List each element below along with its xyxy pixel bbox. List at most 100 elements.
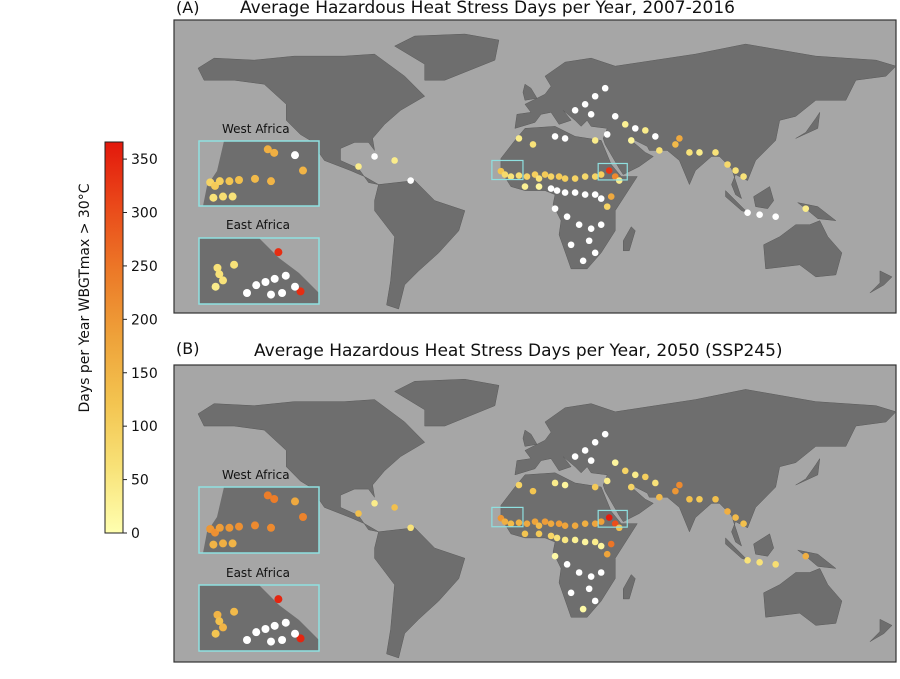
site-point [535,530,543,538]
site-point [603,203,611,210]
site-point [535,183,543,190]
inset-site-point [235,522,243,531]
site-point [676,135,683,142]
inset-site-point [281,618,290,627]
site-point [515,172,523,179]
colorbar-tick-label: 350 [131,152,158,168]
site-point [712,149,719,156]
landmass-mg [622,226,636,252]
site-point [541,518,549,525]
inset-site-point [211,282,220,291]
inset-site-point [243,636,251,644]
site-point [521,530,529,538]
site-point [355,163,362,170]
landmass-na [197,399,426,533]
site-point [391,504,398,511]
inset-site-point [291,282,299,291]
colorbar-label: Days per Year WBGTmax > 30°C [77,183,93,413]
site-point [581,538,589,546]
site-point [563,213,571,220]
site-point [371,500,378,507]
site-point [615,177,623,184]
colorbar-tick-label: 300 [131,206,158,222]
site-point [605,167,613,174]
inset-east-africa [198,237,320,305]
inset-site-point [225,177,234,186]
site-point [712,495,719,503]
landmass-eu [514,389,897,547]
site-point [611,173,619,180]
site-point [407,524,414,532]
site-point [547,173,555,180]
site-point [591,191,599,198]
site-point [581,191,589,198]
inset-site-point [209,540,218,549]
inset-site-point [213,610,222,619]
inset-site-point [281,271,290,280]
site-point [575,569,583,576]
inset-border [198,140,320,207]
site-point [407,177,414,184]
site-point [631,471,639,479]
site-point [561,522,569,530]
inset-site-point [291,497,299,506]
landmass-af [500,126,638,270]
map-panel-b [173,364,897,663]
site-point [672,141,679,148]
site-point [642,127,649,134]
inset-west-africa [198,486,320,554]
site-point [551,552,559,560]
site-point [529,487,537,495]
inset-a-east-title: East Africa [226,218,290,232]
site-point [597,171,605,178]
site-point [535,522,543,530]
inset-site-point [299,166,307,175]
site-point [553,534,561,542]
site-point [561,536,569,544]
site-point [591,520,599,527]
inset-site-point [251,521,259,530]
landmass-su [725,189,748,213]
site-point [686,495,693,503]
site-point [696,495,703,503]
inset-site-point [296,634,305,643]
site-point [587,573,595,580]
site-point [547,532,555,540]
colorbar-tick-label: 100 [131,419,158,435]
site-point [652,133,659,140]
site-point [591,483,599,491]
site-point [531,171,539,178]
inset-b-east-title: East Africa [226,566,290,580]
colorbar-tick-label: 250 [131,259,158,275]
site-point [561,189,569,196]
inset-site-point [299,513,307,521]
inset-locator-west [491,159,524,181]
site-point [611,520,619,527]
site-point [501,518,509,525]
site-point [581,447,589,454]
inset-site-point [230,607,239,616]
site-point [553,187,561,194]
inset-site-point [274,248,283,257]
inset-site-point [267,290,275,299]
site-point [772,213,779,220]
site-point [631,125,639,132]
site-point [597,195,605,202]
site-point [740,173,747,180]
site-point [579,605,587,613]
inset-site-point [219,276,227,285]
inset-site-point [291,629,299,638]
site-point [607,540,615,548]
colorbar-tick-label: 50 [131,473,149,489]
inset-site-point [251,174,259,183]
inset-site-point [228,192,237,201]
landmass-af [500,472,638,618]
inset-site-point [267,637,275,646]
inset-site-point [278,636,287,644]
site-point [591,597,599,605]
site-point [547,185,555,192]
site-point [756,559,763,566]
landmass-nz [869,618,893,642]
inset-west-africa [198,140,320,207]
